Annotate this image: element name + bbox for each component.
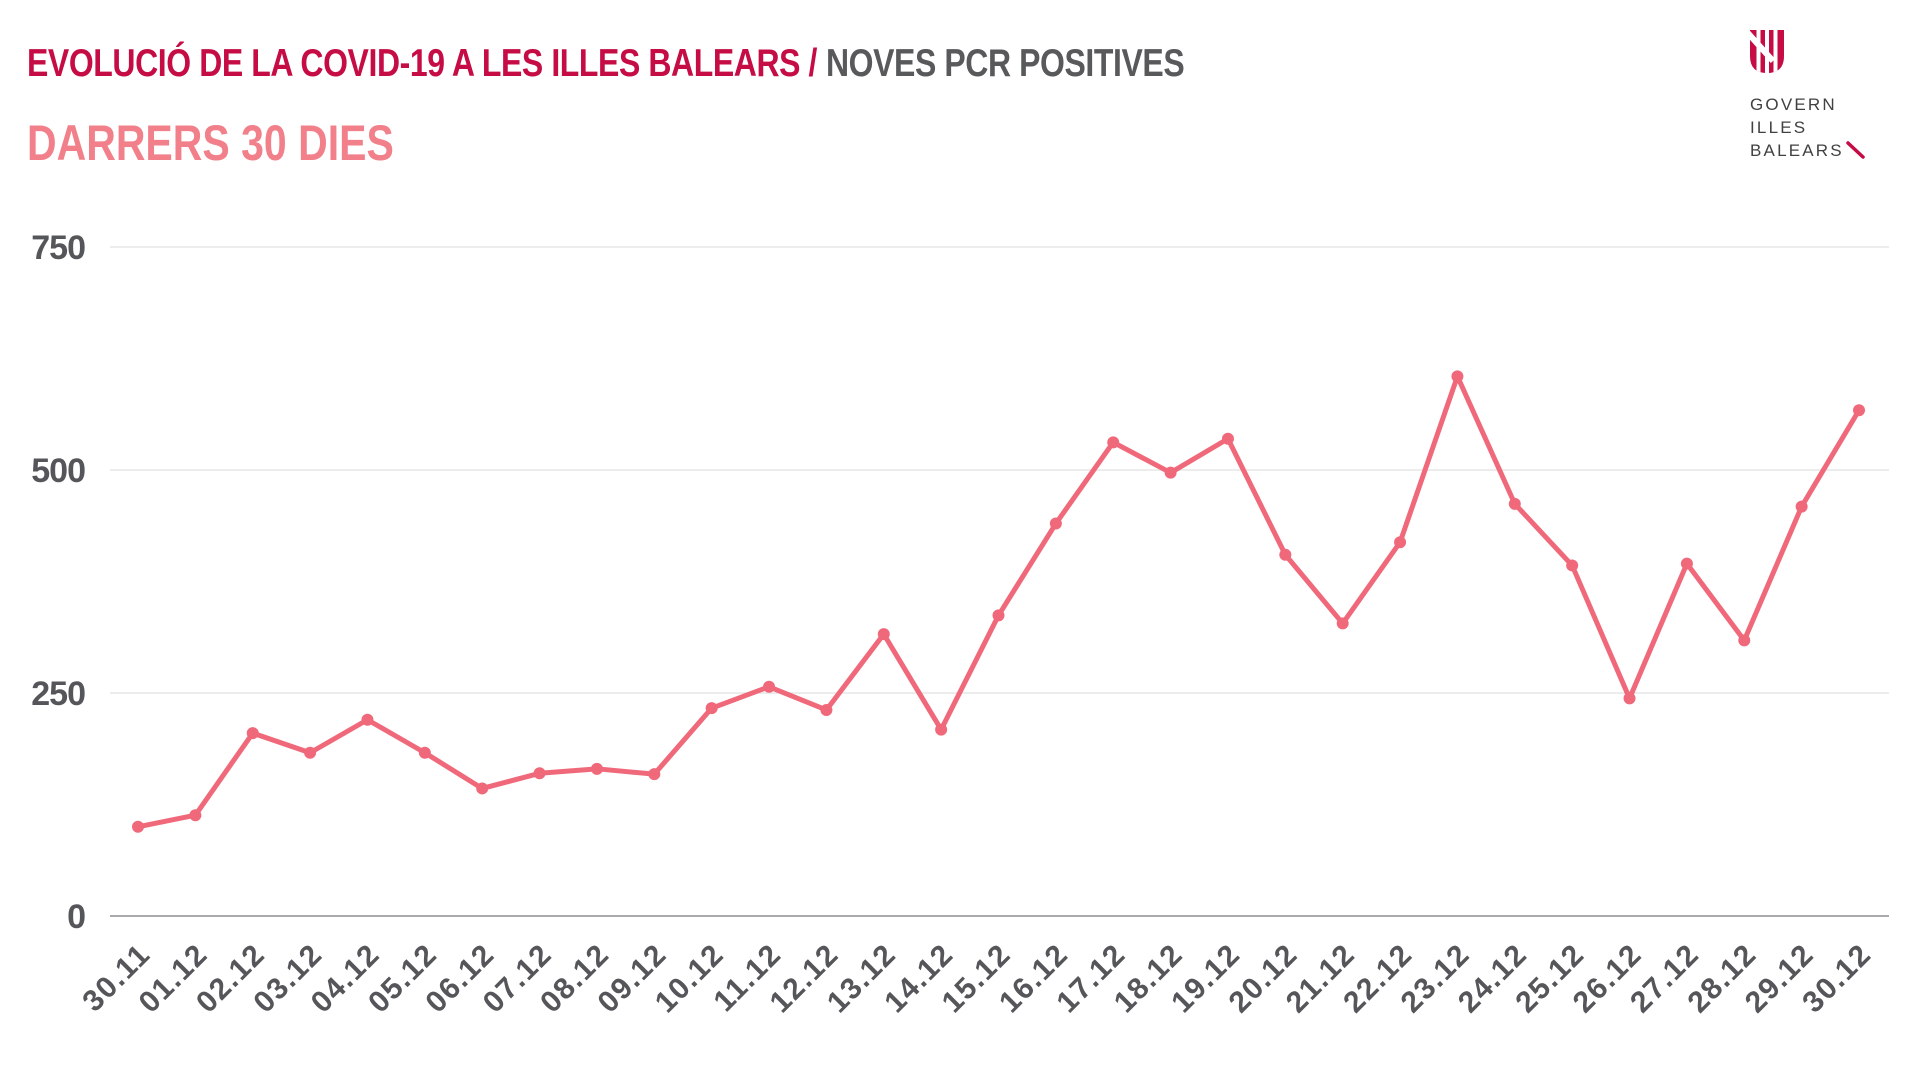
logo-line-3: BALEARS: [1750, 139, 1920, 162]
data-point: [1795, 500, 1808, 513]
trend-line: [135, 373, 1862, 830]
logo-line-1: GOVERN: [1750, 95, 1837, 114]
data-point: [877, 628, 890, 641]
data-point: [648, 768, 661, 781]
data-point: [992, 609, 1005, 622]
balearic-shield-icon: [1750, 30, 1784, 73]
page-title: EVOLUCIÓ DE LA COVID-19 A LES ILLES BALE…: [27, 42, 1185, 86]
y-tick-label: 250: [31, 675, 85, 713]
logo-slash-icon: [1846, 141, 1865, 159]
logo-line-3-text: BALEARS: [1750, 141, 1844, 160]
y-tick-label: 0: [67, 898, 85, 936]
data-point: [1336, 617, 1349, 630]
data-point: [132, 820, 144, 833]
govern-logo-text: GOVERN ILLES BALEARS: [1750, 93, 1920, 162]
data-point: [1566, 559, 1579, 572]
data-point: [1221, 432, 1234, 445]
data-point: [1049, 517, 1062, 530]
data-point: [1451, 370, 1464, 383]
data-point: [418, 746, 431, 759]
data-point: [1164, 466, 1177, 479]
govern-logo: GOVERN ILLES BALEARS: [1750, 30, 1920, 162]
data-point: [1680, 557, 1693, 570]
data-point: [935, 723, 948, 736]
data-point: [1738, 634, 1751, 647]
data-point: [1107, 436, 1120, 449]
y-tick-label: 500: [31, 452, 85, 490]
data-point: [304, 746, 317, 759]
data-point: [246, 727, 259, 740]
data-point: [476, 782, 489, 795]
data-point: [1508, 497, 1521, 510]
data-point: [590, 762, 603, 775]
page-subtitle: DARRERS 30 DIES: [27, 114, 394, 171]
data-point: [361, 713, 374, 726]
data-point: [763, 680, 776, 693]
title-secondary: NOVES PCR POSITIVES: [825, 42, 1185, 86]
data-point: [1623, 692, 1636, 705]
logo-line-2: ILLES: [1750, 118, 1808, 137]
data-point: [1279, 548, 1292, 561]
data-point: [1394, 536, 1407, 549]
data-point: [705, 702, 718, 715]
data-point: [189, 809, 202, 822]
data-point: [820, 703, 833, 716]
title-primary: EVOLUCIÓ DE LA COVID-19 A LES ILLES BALE…: [27, 42, 818, 86]
data-point: [533, 767, 546, 780]
y-tick-label: 750: [31, 229, 85, 267]
data-point: [1853, 404, 1865, 417]
